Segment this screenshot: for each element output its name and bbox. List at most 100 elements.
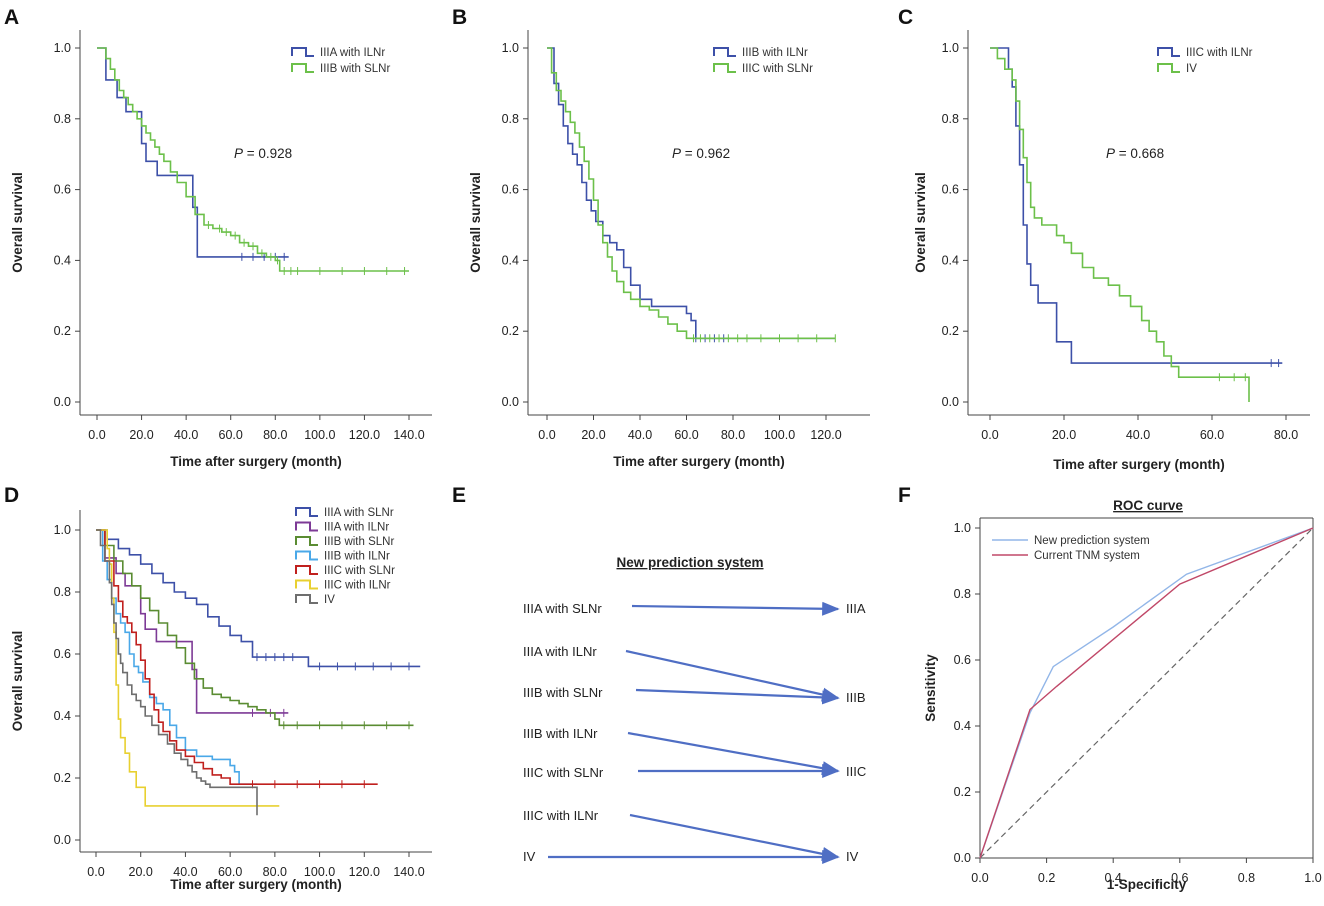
x-tick-label: 100.0 <box>764 428 795 442</box>
legend-label: IIIC with SLNr <box>742 63 813 75</box>
series-line-current-tnm-system <box>979 527 1314 859</box>
x-tick-label: 0.2 <box>1038 871 1055 885</box>
chart-panel-f: 0.0 0.2 0.4 0.6 0.8 1.0 0.0 0.2 0.4 0.6 0.8 1.0 1-Sp… <box>923 517 1322 892</box>
legend-label: IIIC with ILNr <box>1186 47 1253 59</box>
pvalue-c: P = 0.668 <box>1106 146 1164 161</box>
series-line-iiic-with-slnr <box>547 47 836 340</box>
mapping-arrow <box>625 649 840 702</box>
y-tick-label: 0.4 <box>54 253 71 267</box>
roc-title: ROC curve <box>1113 498 1183 513</box>
legend-swatch <box>713 47 736 57</box>
x-tick-label: 0.0 <box>971 871 988 885</box>
mapping-arrow <box>635 688 840 705</box>
legend-swatch <box>295 521 318 532</box>
x-tick-label: 0.4 <box>1105 871 1122 885</box>
e-target-label: IV <box>846 849 859 864</box>
series-line-iiib-with-ilnr <box>547 47 836 340</box>
x-tick-label: 40.0 <box>1126 428 1150 442</box>
y-tick-label: 1.0 <box>942 41 959 55</box>
x-tick-label: 120.0 <box>349 428 380 442</box>
y-axis-label: Overall survival <box>10 631 25 732</box>
x-tick-label: 0.0 <box>87 865 104 879</box>
x-axis-label: Time after surgery (month) <box>1053 457 1225 472</box>
y-tick-label: 0.6 <box>502 183 519 197</box>
x-tick-label: 80.0 <box>263 865 287 879</box>
x-tick-label: 60.0 <box>674 428 698 442</box>
e-source-label: IIIB with SLNr <box>523 685 603 700</box>
mapping-arrow <box>631 601 840 616</box>
y-tick-label: 0.0 <box>954 851 971 865</box>
x-axis-label: Time after surgery (month) <box>613 454 785 469</box>
y-tick-label: 0.2 <box>54 771 71 785</box>
panel-label-a: A <box>4 6 19 29</box>
x-tick-label: 40.0 <box>173 865 197 879</box>
e-target-label: IIIC <box>846 764 866 779</box>
x-tick-label: 80.0 <box>263 428 287 442</box>
series-line-iiib-with-slnr <box>96 529 414 727</box>
y-tick-label: 0.6 <box>54 183 71 197</box>
legend-swatch <box>295 594 318 604</box>
x-tick-label: 60.0 <box>218 865 242 879</box>
panel-label-b: B <box>452 6 467 29</box>
series-line-iiia-with-ilnr <box>96 529 289 714</box>
legend-swatch <box>295 536 318 546</box>
panel-label-e: E <box>452 484 466 507</box>
series-line-iiic-with-slnr <box>96 529 378 785</box>
e-source-label: IV <box>523 849 536 864</box>
y-tick-label: 0.0 <box>54 833 71 847</box>
legend-swatch <box>1157 47 1180 57</box>
chart-panel-c: 0.0 0.2 0.4 0.6 0.8 1.0 0.0 20.0 40.0 60.0 80.0 Tim… <box>913 30 1310 472</box>
legend-swatch <box>295 507 318 517</box>
x-tick-label: 0.8 <box>1238 871 1255 885</box>
legend-label: IIIB with ILNr <box>324 551 390 563</box>
y-tick-label: 1.0 <box>954 521 971 535</box>
legend-label: Current TNM system <box>1034 550 1140 562</box>
series-line-new-prediction-system <box>979 527 1314 859</box>
x-tick-label: 0.0 <box>88 428 105 442</box>
x-tick-label: 0.0 <box>981 428 998 442</box>
y-tick-label: 0.2 <box>942 324 959 338</box>
x-tick-label: 20.0 <box>129 865 153 879</box>
legend-label: IV <box>324 594 335 606</box>
y-tick-label: 0.8 <box>54 112 71 126</box>
legend-swatch <box>713 63 736 73</box>
panel-label-f: F <box>898 484 911 507</box>
x-tick-label: 20.0 <box>129 428 153 442</box>
x-axis-label: Time after surgery (month) <box>170 877 342 892</box>
series-line-iv <box>990 47 1250 402</box>
y-tick-label: 0.0 <box>54 395 71 409</box>
y-tick-label: 0.8 <box>54 585 71 599</box>
chart-panel-a: 0.0 0.2 0.4 0.6 0.8 1.0 0.0 20.0 40.0 60.0 80.0 100… <box>10 30 432 469</box>
legend-label: IIIA with SLNr <box>324 507 394 519</box>
e-source-label: IIIC with SLNr <box>523 765 604 780</box>
legend-label: IIIB with ILNr <box>742 47 808 59</box>
y-tick-label: 0.6 <box>954 653 971 667</box>
legend-swatch <box>295 579 318 590</box>
mapping-arrow <box>627 731 840 776</box>
y-axis-label: Overall survival <box>10 172 25 273</box>
y-tick-label: 1.0 <box>54 523 71 537</box>
legend-label: IIIB with SLNr <box>324 536 394 548</box>
chart-panel-d: 0.0 0.2 0.4 0.6 0.8 1.0 0.0 20.0 40.0 60.0 80.0 100… <box>10 507 432 892</box>
e-source-label: IIIA with SLNr <box>523 601 602 616</box>
x-tick-label: 0.6 <box>1171 871 1188 885</box>
x-axis-label: Time after surgery (month) <box>170 454 342 469</box>
panel-e-title: New prediction system <box>616 555 763 570</box>
legend-swatch <box>291 47 314 57</box>
legend-label: IIIA with ILNr <box>324 522 389 534</box>
x-tick-label: 120.0 <box>810 428 841 442</box>
reference-diagonal-line <box>979 527 1314 859</box>
x-tick-label: 100.0 <box>304 865 335 879</box>
x-tick-label: 60.0 <box>1200 428 1224 442</box>
y-tick-label: 0.4 <box>954 719 971 733</box>
legend-label: IIIB with SLNr <box>320 63 390 75</box>
series-line-iiib-with-slnr <box>97 47 409 272</box>
chart-panel-b: 0.0 0.2 0.4 0.6 0.8 1.0 0.0 20.0 40.0 60.0 80.0 100… <box>468 30 870 469</box>
x-tick-label: 1.0 <box>1304 871 1321 885</box>
y-axis-label: Overall survival <box>468 172 483 273</box>
legend-label: IIIA with ILNr <box>320 47 385 59</box>
y-tick-label: 0.0 <box>942 395 959 409</box>
x-tick-label: 40.0 <box>174 428 198 442</box>
x-tick-label: 40.0 <box>628 428 652 442</box>
